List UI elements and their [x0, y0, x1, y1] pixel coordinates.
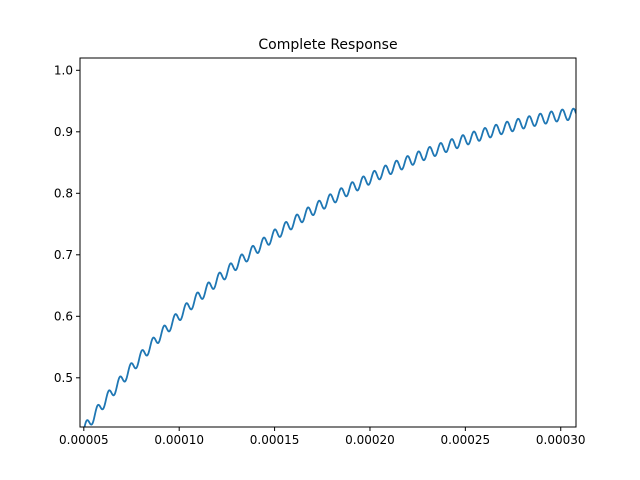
y-tick-label: 0.9	[54, 125, 73, 139]
x-tick-label: 0.00025	[441, 433, 491, 447]
x-tick-label: 0.00005	[59, 433, 109, 447]
chart-title: Complete Response	[258, 37, 397, 53]
x-tick-label: 0.00015	[250, 433, 300, 447]
x-tick-label: 0.00010	[154, 433, 204, 447]
x-tick-label: 0.00030	[536, 433, 586, 447]
y-tick-label: 0.5	[54, 371, 73, 385]
series-line-complete-response	[83, 107, 576, 427]
y-tick-label: 0.6	[54, 309, 73, 323]
y-tick-label: 1.0	[54, 63, 73, 77]
y-axis: 0.5 0.6 0.7 0.8 0.9 1.0	[54, 63, 80, 385]
x-axis: 0.00005 0.00010 0.00015 0.00020 0.00025 0.000…	[59, 427, 586, 447]
y-tick-label: 0.8	[54, 186, 73, 200]
x-tick-label: 0.00020	[345, 433, 395, 447]
plot-frame	[79, 57, 577, 428]
y-tick-label: 0.7	[54, 248, 73, 262]
